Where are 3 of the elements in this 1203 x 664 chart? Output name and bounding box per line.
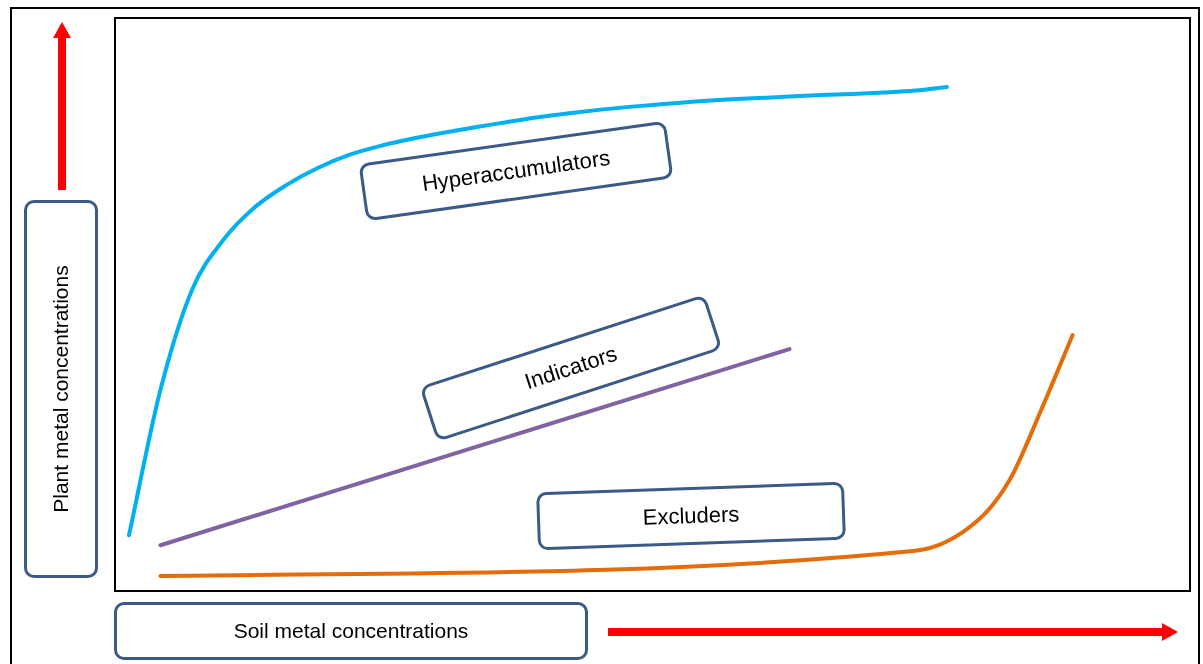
y-axis-title: Plant metal concentrations bbox=[49, 265, 73, 513]
series-label: Excluders bbox=[536, 481, 846, 551]
x-axis-title: Soil metal concentrations bbox=[114, 602, 588, 660]
